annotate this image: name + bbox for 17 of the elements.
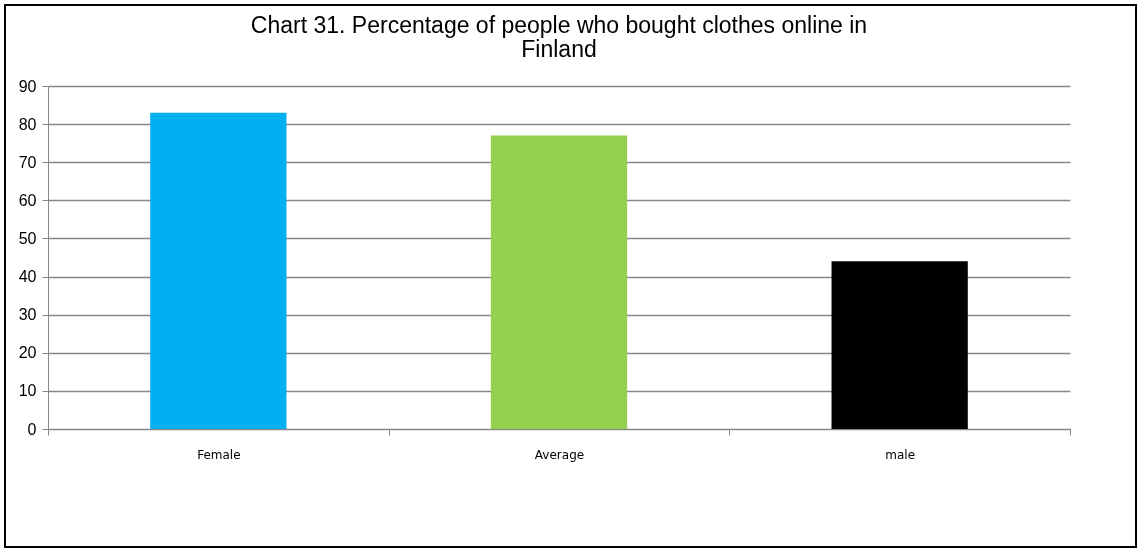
- y-tick-label: 20: [18, 344, 37, 362]
- chart-title: Chart 31. Percentage of people who bought clothes online in Finland: [250, 12, 868, 62]
- x-tick-label: Average: [534, 447, 585, 462]
- bar: [150, 112, 287, 429]
- y-tick-label: 60: [18, 191, 37, 209]
- bar: [490, 135, 628, 429]
- y-tick-label: 90: [18, 77, 37, 95]
- y-tick-label: 10: [18, 382, 37, 400]
- y-tick-label: 0: [27, 420, 37, 438]
- y-tick-label: 50: [18, 229, 37, 247]
- bar: [831, 261, 968, 429]
- y-tick-label: 30: [18, 306, 37, 324]
- y-tick-label: 70: [18, 153, 37, 171]
- y-tick-label: 40: [18, 268, 37, 286]
- x-tick-label: Female: [197, 447, 241, 462]
- y-tick-label: 80: [18, 115, 37, 133]
- x-tick-label: male: [885, 447, 916, 462]
